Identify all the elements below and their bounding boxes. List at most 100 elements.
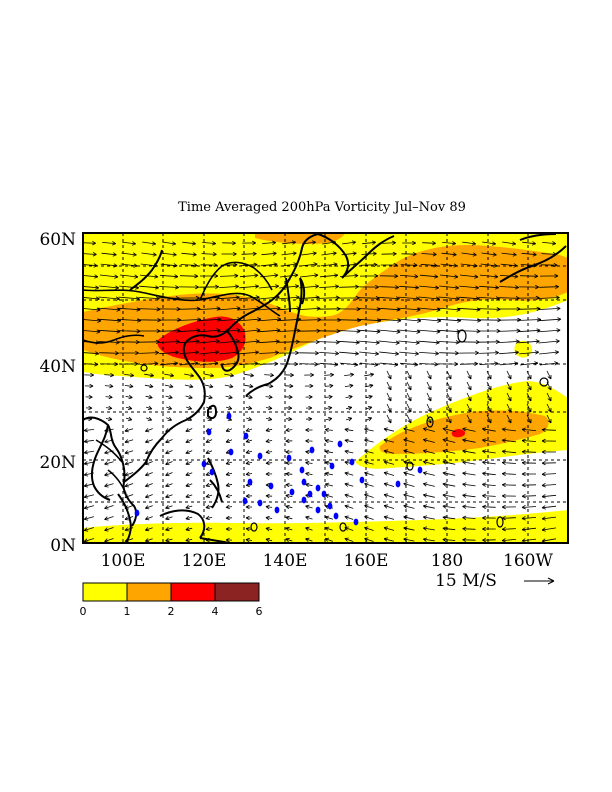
wind-vector xyxy=(538,339,560,344)
wind-vector xyxy=(285,394,293,400)
wind-vector xyxy=(300,262,318,267)
wind-vector xyxy=(104,483,114,488)
wind-vector xyxy=(119,350,139,356)
wind-vector xyxy=(403,460,415,465)
wind-vector xyxy=(324,438,333,444)
storm-position-dot xyxy=(286,454,292,462)
wind-vector xyxy=(486,370,492,380)
wind-vector xyxy=(305,537,313,542)
wind-vector xyxy=(418,296,440,301)
wind-vector xyxy=(364,526,374,531)
wind-vector xyxy=(521,538,537,543)
wind-vector xyxy=(225,394,233,400)
map-frame xyxy=(82,232,569,544)
wind-vector xyxy=(466,381,472,391)
wind-vector xyxy=(225,493,233,499)
wind-vector xyxy=(442,504,456,509)
wind-vector xyxy=(205,482,213,487)
wind-vector xyxy=(541,460,557,466)
wind-vector xyxy=(501,449,516,454)
wind-vector xyxy=(185,461,193,465)
wind-vector xyxy=(185,428,193,432)
wind-vector xyxy=(383,427,395,432)
wind-vector xyxy=(442,438,456,443)
wind-vector xyxy=(446,381,452,391)
wind-vector xyxy=(339,284,359,289)
wind-vector xyxy=(364,471,374,476)
wind-vector xyxy=(439,351,459,356)
wind-vector xyxy=(246,405,253,410)
wind-vector xyxy=(466,403,472,413)
wind-vector xyxy=(217,306,241,311)
wind-vector xyxy=(383,482,395,487)
wind-vector xyxy=(105,405,113,411)
wind-vector xyxy=(124,483,134,488)
wind-vector xyxy=(179,361,199,366)
wind-vector xyxy=(159,361,179,366)
wind-vector xyxy=(83,362,99,367)
wind-vector xyxy=(164,373,175,378)
wind-vector xyxy=(506,370,512,380)
latitude-labels: 60N 40N 20N 0N xyxy=(39,230,76,556)
wind-vector xyxy=(259,284,280,289)
wind-vector xyxy=(426,370,432,380)
wind-vector xyxy=(83,516,95,521)
wind-vector xyxy=(479,274,499,279)
coastline-sakhalin xyxy=(285,277,291,313)
wind-vector xyxy=(124,538,134,543)
storm-position-dot xyxy=(226,412,232,420)
wind-vector xyxy=(521,482,537,488)
wind-vector xyxy=(506,403,512,413)
wind-vector xyxy=(541,505,557,510)
wind-vector xyxy=(437,307,461,312)
storm-position-dot xyxy=(257,452,263,460)
wind-vector xyxy=(364,515,374,520)
wind-vector xyxy=(501,538,516,543)
wind-vector xyxy=(422,526,435,531)
wind-vector xyxy=(324,471,333,477)
wind-vector xyxy=(141,252,157,257)
wind-vector xyxy=(466,392,472,402)
wind-vector xyxy=(482,427,496,432)
wind-vector xyxy=(245,537,253,543)
wind-vector xyxy=(344,471,354,476)
wind-vector xyxy=(442,537,456,542)
wind-vector xyxy=(345,394,353,400)
wind-vector xyxy=(279,284,300,289)
wind-vector xyxy=(364,438,374,443)
wind-vector xyxy=(83,439,94,444)
wind-vector xyxy=(526,403,532,413)
storm-position-dot xyxy=(201,460,207,468)
lat-label-40n: 40N xyxy=(39,357,76,377)
wind-vector xyxy=(285,537,293,543)
wind-vector xyxy=(499,285,519,290)
wind-vector xyxy=(282,240,297,245)
wind-vector xyxy=(145,505,153,510)
wind-vector xyxy=(118,296,140,301)
wind-vector xyxy=(165,394,173,400)
wind-vector xyxy=(165,461,173,466)
wind-vector xyxy=(221,251,237,257)
wind-vector xyxy=(145,439,153,444)
graticule xyxy=(83,233,568,543)
wind-vector xyxy=(482,482,496,487)
wind-vector xyxy=(422,427,435,432)
storm-position-dot xyxy=(321,490,327,498)
wind-vector xyxy=(526,370,532,380)
wind-vector xyxy=(199,350,220,355)
wind-vector xyxy=(401,251,417,257)
wind-vector xyxy=(519,350,540,355)
wind-vector xyxy=(442,482,456,487)
wind-vector xyxy=(478,296,500,301)
wind-vector xyxy=(438,296,460,301)
wind-vector xyxy=(403,537,415,542)
wind-vector xyxy=(419,362,439,367)
wind-vector xyxy=(284,383,294,389)
wind-vector xyxy=(521,493,537,499)
wind-vector xyxy=(541,472,557,477)
colorbar-label-1: 1 xyxy=(124,605,131,618)
wind-vector xyxy=(204,373,215,378)
wind-vector xyxy=(225,482,233,488)
coastline-japan xyxy=(245,277,306,397)
wind-vector xyxy=(225,460,233,465)
